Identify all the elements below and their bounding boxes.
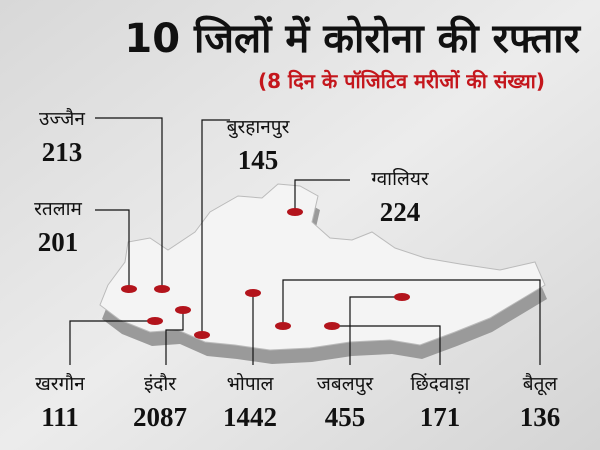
district-name: बुरहानपुर xyxy=(227,116,291,139)
district-name: छिंदवाड़ा xyxy=(411,372,471,395)
title: 10 जिलों में कोरोना की रफ्तार xyxy=(124,15,581,62)
district-name: रतलाम xyxy=(34,198,82,220)
district-count: 2087 xyxy=(133,402,187,432)
district-count: 1442 xyxy=(223,402,277,432)
district-count: 136 xyxy=(520,402,561,432)
district-name: जबलपुर xyxy=(317,373,375,396)
district-labels: उज्जैन 213 रतलाम 201 बुरहानपुर 145 ग्वालियर 224… xyxy=(34,107,560,432)
district-count: 455 xyxy=(325,402,366,432)
district-count: 201 xyxy=(38,227,79,257)
district-count: 171 xyxy=(420,402,461,432)
district-name: उज्जैन xyxy=(39,107,85,130)
map xyxy=(99,183,547,364)
subtitle: (8 दिन के पॉजिटिव मरीजों की संख्या) xyxy=(258,69,545,93)
district-name: खरगौन xyxy=(35,372,85,395)
district-name: ग्वालियर xyxy=(371,167,430,190)
district-dots xyxy=(121,208,410,339)
district-name: बैतूल xyxy=(523,372,559,396)
leader-lines xyxy=(69,117,541,365)
district-count: 213 xyxy=(42,137,83,167)
district-name: भोपाल xyxy=(227,372,275,395)
district-count: 111 xyxy=(41,402,79,432)
district-count: 224 xyxy=(380,197,421,227)
district-count: 145 xyxy=(238,145,279,175)
district-name: इंदौर xyxy=(144,372,177,395)
